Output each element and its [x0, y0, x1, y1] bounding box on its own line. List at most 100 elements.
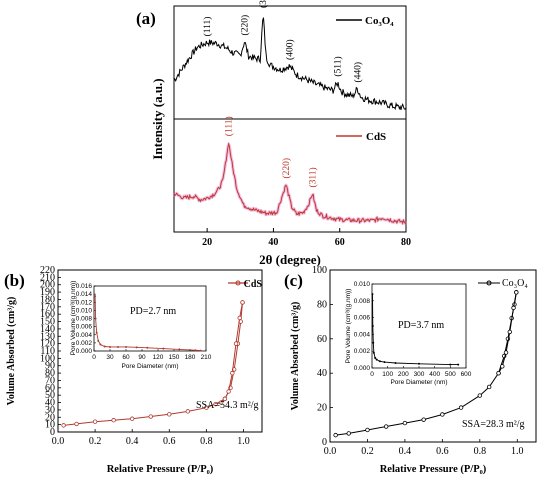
isotherm-point: [240, 300, 245, 305]
x-tick-label-a: 80: [401, 237, 411, 248]
isotherm-line: [498, 292, 517, 374]
isotherm-point: [500, 364, 505, 369]
x-tick-label: 0.8: [474, 446, 487, 457]
inset-point: [99, 343, 102, 346]
isotherm-point: [383, 424, 389, 429]
y-tick-label: 70: [45, 375, 55, 386]
x-tick-label: 1.0: [511, 446, 524, 457]
peak-label-co3o4: (440): [352, 62, 363, 83]
y-tick-label: 20: [45, 412, 55, 423]
inset-y-tick-label: 0.002: [76, 340, 93, 347]
y-tick-label: 210: [40, 272, 55, 283]
inset-y-tick-label: 0.014: [76, 291, 93, 298]
y-tick-label: 220: [40, 265, 55, 276]
isotherm-point: [496, 371, 501, 376]
isotherm-point: [233, 341, 239, 346]
inset-point: [97, 339, 100, 342]
y-tick-label: 140: [40, 324, 55, 335]
y-tick-label: 0: [50, 427, 55, 438]
legend-label-c: Co₃O₄: [502, 278, 528, 289]
legend-marker-b: [235, 280, 241, 286]
inset-y-tick-label: 0.010: [76, 307, 93, 314]
inset-x-tick-label: 400: [429, 371, 440, 378]
inset-point: [94, 317, 97, 320]
y-tick-label: 0: [322, 437, 327, 448]
isotherm-point: [477, 393, 483, 398]
isotherm-point: [511, 305, 516, 311]
inset-x-tick-label: 0: [92, 354, 96, 361]
inset-point: [371, 293, 374, 296]
legend-label-co3o4: Co₃O₄: [365, 15, 394, 27]
x-axis-label-b: Relative Pressure (P/P₀): [107, 464, 214, 475]
x-tick-label: 0.0: [52, 436, 65, 447]
inset-point: [372, 351, 375, 354]
isotherm-point: [333, 432, 338, 438]
x-tick-label-a: 20: [202, 237, 212, 248]
isotherm-point: [167, 412, 172, 417]
inset-y-tick-label: 0.008: [76, 316, 93, 323]
legend-label-cds: CdS: [366, 131, 386, 143]
peak-label-cds: (220): [281, 158, 292, 179]
inset-x-tick-label: 120: [153, 354, 164, 361]
isotherm-point: [148, 414, 153, 419]
inset-y-tick-label: 0.006: [354, 315, 371, 322]
x-tick-label: 0.4: [126, 436, 139, 447]
isotherm-point: [185, 409, 191, 414]
inset-point: [371, 325, 374, 327]
plot-frame-c: [329, 269, 537, 443]
inset-x-label-b: Pore Diameter (nm): [121, 363, 178, 370]
y-tick-label: 170: [40, 302, 55, 313]
isotherm-point: [507, 329, 512, 335]
inset-point: [117, 345, 119, 348]
panel-a-letter: (a): [136, 9, 156, 28]
y-tick-label: 60: [45, 383, 55, 394]
peak-label-co3o4: (220): [240, 15, 251, 36]
inset-point: [194, 349, 197, 352]
inset-x-tick-label: 90: [138, 354, 146, 361]
isotherm-point: [346, 431, 351, 436]
inset-frame-b: [93, 285, 207, 352]
inset-x-tick-label: 150: [169, 354, 180, 361]
x-tick-label: 0.6: [436, 446, 449, 457]
panel-b-cds-isotherm: (b) 010203040506070809010011012013014015…: [4, 265, 263, 475]
peak-label-cds: (311): [308, 167, 319, 187]
ssa-annotation-b: SSA=54.3 m²/g: [196, 400, 259, 411]
y-tick-label: 110: [40, 346, 55, 357]
isotherm-point: [218, 400, 224, 405]
inset-y-tick-label: 0.010: [354, 281, 371, 288]
isotherm-point: [74, 421, 79, 427]
inset-point: [103, 345, 106, 348]
x-tick-label: 0.8: [200, 436, 213, 447]
inset-frame-c: [371, 283, 467, 369]
isotherm-point: [402, 420, 408, 426]
inset-x-tick-label: 0: [370, 371, 374, 378]
panel-b-letter: (b): [4, 271, 25, 290]
y-tick-layer-c: 0 20 40 60 80 100: [312, 265, 333, 448]
x-tick-label: 0.2: [361, 446, 374, 457]
inset-x-tick-label: 30: [106, 354, 114, 361]
inset-point: [94, 295, 97, 298]
pd-annotation-c: PD=3.7 nm: [398, 320, 444, 331]
inset-y-tick-layer-c: 0.000 0.002 0.004 0.006 0.008 0.010: [354, 281, 374, 372]
y-axis-label-c: Volume Absorbed (cm³/g): [290, 302, 301, 411]
inset-y-tick-label: 0.000: [76, 348, 93, 355]
inset-x-tick-label: 60: [122, 354, 130, 361]
y-tick-label: 40: [317, 368, 327, 379]
inset-point: [394, 361, 397, 364]
inset-point: [457, 363, 460, 366]
inset-point: [418, 362, 420, 365]
x-tick-label-a: 60: [335, 237, 345, 248]
y-tick-label: 10: [45, 420, 55, 431]
inset-x-tick-label: 100: [382, 371, 393, 378]
inset-y-tick-label: 0.016: [76, 283, 93, 290]
inset-series-c: [371, 293, 460, 366]
inset-point: [378, 360, 381, 363]
inset-point: [199, 349, 202, 352]
inset-x-tick-label: 300: [414, 371, 425, 378]
y-tick-label: 30: [45, 405, 55, 416]
peak-label-co3o4: (511): [333, 56, 344, 76]
inset-x-tick-label: 200: [398, 371, 409, 378]
cds-plot-frame: [173, 118, 407, 233]
y-tick-label: 190: [40, 287, 55, 298]
isotherm-line: [63, 302, 243, 426]
